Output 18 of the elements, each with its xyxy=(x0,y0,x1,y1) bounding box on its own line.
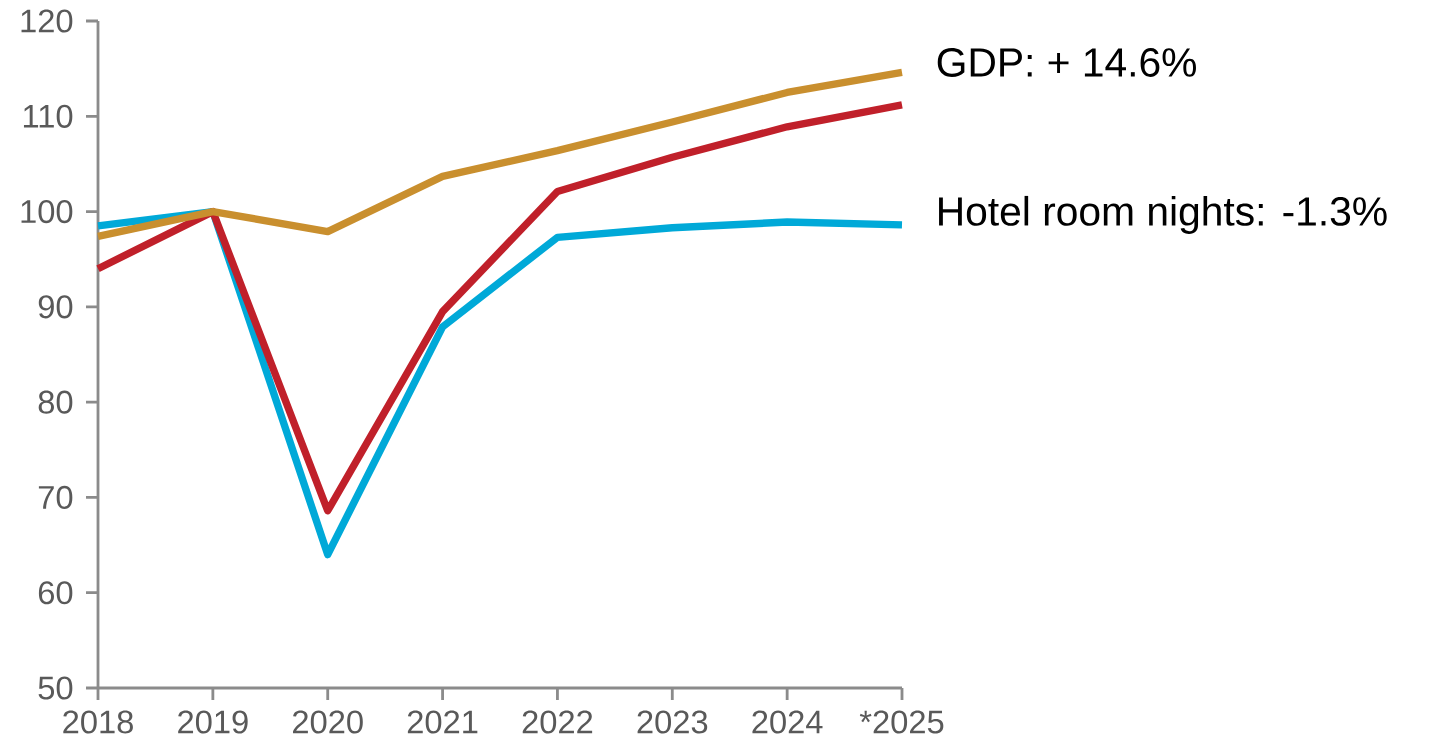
annotation: Hotel room nights: -1.3% xyxy=(939,195,1387,234)
annotation: GDP: + 14.6% xyxy=(937,48,1196,77)
x-tick-label: 2022 xyxy=(522,710,593,734)
y-tick-label: 70 xyxy=(38,485,73,509)
x-tick-label: 2024 xyxy=(752,710,823,734)
y-tick-label: 50 xyxy=(38,676,73,700)
y-tick-label: 100 xyxy=(21,200,73,224)
y-tick-label: 90 xyxy=(38,295,73,319)
y-tick-label: 120 xyxy=(21,9,73,33)
y-tick-label: 60 xyxy=(38,581,73,605)
y-tick-label: 80 xyxy=(38,390,73,414)
x-tick-label: 2019 xyxy=(178,710,248,734)
x-tick-label: 2021 xyxy=(407,710,478,734)
x-tick-label: *2025 xyxy=(859,710,944,734)
x-tick-label: 2020 xyxy=(293,710,363,734)
x-tick-label: 2023 xyxy=(637,710,708,734)
x-tick-label: 2018 xyxy=(63,710,133,734)
y-tick-label: 110 xyxy=(23,104,73,128)
